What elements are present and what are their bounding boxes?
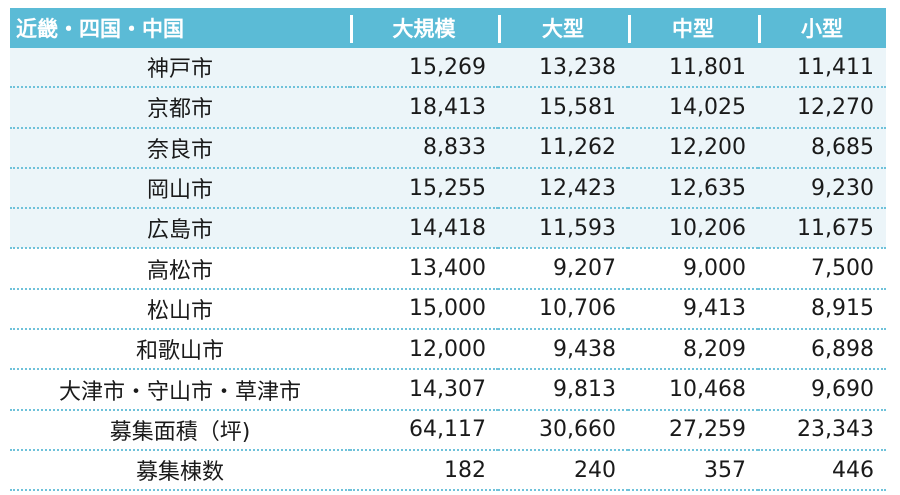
- cell-small: 6,898: [758, 329, 886, 371]
- cell-medium: 14,025: [628, 87, 758, 129]
- cell-large-scale: 64,117: [350, 409, 498, 451]
- cell-large-scale: 15,269: [350, 48, 498, 89]
- cell-small: 11,675: [758, 208, 886, 250]
- cell-large-scale: 15,000: [350, 288, 498, 331]
- cell-small: 9,690: [758, 369, 886, 411]
- cell-large: 10,706: [498, 288, 628, 331]
- cell-large: 13,238: [498, 48, 628, 89]
- rent-table: 近畿・四国・中国 大規模 大型 中型 小型 神戸市 15,269 13,238 …: [10, 8, 886, 492]
- header-separator: [350, 15, 353, 43]
- row-city: 広島市: [10, 208, 350, 250]
- cell-large: 240: [498, 449, 628, 492]
- cell-medium: 12,635: [628, 167, 758, 210]
- row-label-building-count: 募集棟数: [10, 449, 350, 492]
- header-region: 近畿・四国・中国: [10, 8, 350, 48]
- table-row: 広島市 14,418 11,593 10,206 11,675: [10, 208, 886, 250]
- cell-small: 23,343: [758, 409, 886, 451]
- cell-medium: 12,200: [628, 127, 758, 169]
- header-large-scale: 大規模: [350, 8, 498, 48]
- row-label-total-area: 募集面積（坪): [10, 409, 350, 451]
- cell-small: 7,500: [758, 248, 886, 290]
- cell-large: 9,207: [498, 248, 628, 290]
- row-city: 松山市: [10, 288, 350, 331]
- row-city: 岡山市: [10, 167, 350, 210]
- table-row-building-count: 募集棟数 182 240 357 446: [10, 449, 886, 492]
- table-body: 神戸市 15,269 13,238 11,801 11,411 京都市 18,4…: [10, 48, 886, 492]
- cell-small: 9,230: [758, 167, 886, 210]
- cell-small: 446: [758, 449, 886, 492]
- header-separator: [628, 15, 631, 43]
- cell-medium: 8,209: [628, 329, 758, 371]
- cell-medium: 11,801: [628, 48, 758, 89]
- header-row: 近畿・四国・中国 大規模 大型 中型 小型: [10, 8, 886, 48]
- cell-small: 12,270: [758, 87, 886, 129]
- cell-small: 8,915: [758, 288, 886, 331]
- table-header: 近畿・四国・中国 大規模 大型 中型 小型: [10, 8, 886, 48]
- header-separator: [758, 15, 761, 43]
- table-row: 奈良市 8,833 11,262 12,200 8,685: [10, 127, 886, 169]
- cell-large: 11,593: [498, 208, 628, 250]
- cell-large-scale: 12,000: [350, 329, 498, 371]
- header-large: 大型: [498, 8, 628, 48]
- cell-large: 11,262: [498, 127, 628, 169]
- cell-large-scale: 15,255: [350, 167, 498, 210]
- table-row: 高松市 13,400 9,207 9,000 7,500: [10, 248, 886, 290]
- cell-large-scale: 182: [350, 449, 498, 492]
- header-separator: [498, 15, 501, 43]
- table-row: 神戸市 15,269 13,238 11,801 11,411: [10, 48, 886, 89]
- header-medium: 中型: [628, 8, 758, 48]
- cell-medium: 9,413: [628, 288, 758, 331]
- cell-large-scale: 8,833: [350, 127, 498, 169]
- table-row: 岡山市 15,255 12,423 12,635 9,230: [10, 167, 886, 210]
- cell-large: 9,813: [498, 369, 628, 411]
- cell-large: 30,660: [498, 409, 628, 451]
- table-row: 大津市・守山市・草津市 14,307 9,813 10,468 9,690: [10, 369, 886, 411]
- cell-large: 15,581: [498, 87, 628, 129]
- row-city: 和歌山市: [10, 329, 350, 371]
- cell-medium: 27,259: [628, 409, 758, 451]
- cell-large-scale: 13,400: [350, 248, 498, 290]
- table-row-total-area: 募集面積（坪) 64,117 30,660 27,259 23,343: [10, 409, 886, 451]
- cell-medium: 9,000: [628, 248, 758, 290]
- row-city: 神戸市: [10, 48, 350, 89]
- cell-medium: 357: [628, 449, 758, 492]
- header-small: 小型: [758, 8, 886, 48]
- table-row: 和歌山市 12,000 9,438 8,209 6,898: [10, 329, 886, 371]
- cell-large-scale: 14,418: [350, 208, 498, 250]
- cell-large-scale: 18,413: [350, 87, 498, 129]
- cell-large-scale: 14,307: [350, 369, 498, 411]
- cell-large: 9,438: [498, 329, 628, 371]
- cell-small: 8,685: [758, 127, 886, 169]
- row-city: 奈良市: [10, 127, 350, 169]
- cell-medium: 10,468: [628, 369, 758, 411]
- table-row: 京都市 18,413 15,581 14,025 12,270: [10, 87, 886, 129]
- row-city: 高松市: [10, 248, 350, 290]
- cell-small: 11,411: [758, 48, 886, 89]
- cell-large: 12,423: [498, 167, 628, 210]
- table-row: 松山市 15,000 10,706 9,413 8,915: [10, 288, 886, 331]
- row-city: 京都市: [10, 87, 350, 129]
- cell-medium: 10,206: [628, 208, 758, 250]
- row-city: 大津市・守山市・草津市: [10, 369, 350, 411]
